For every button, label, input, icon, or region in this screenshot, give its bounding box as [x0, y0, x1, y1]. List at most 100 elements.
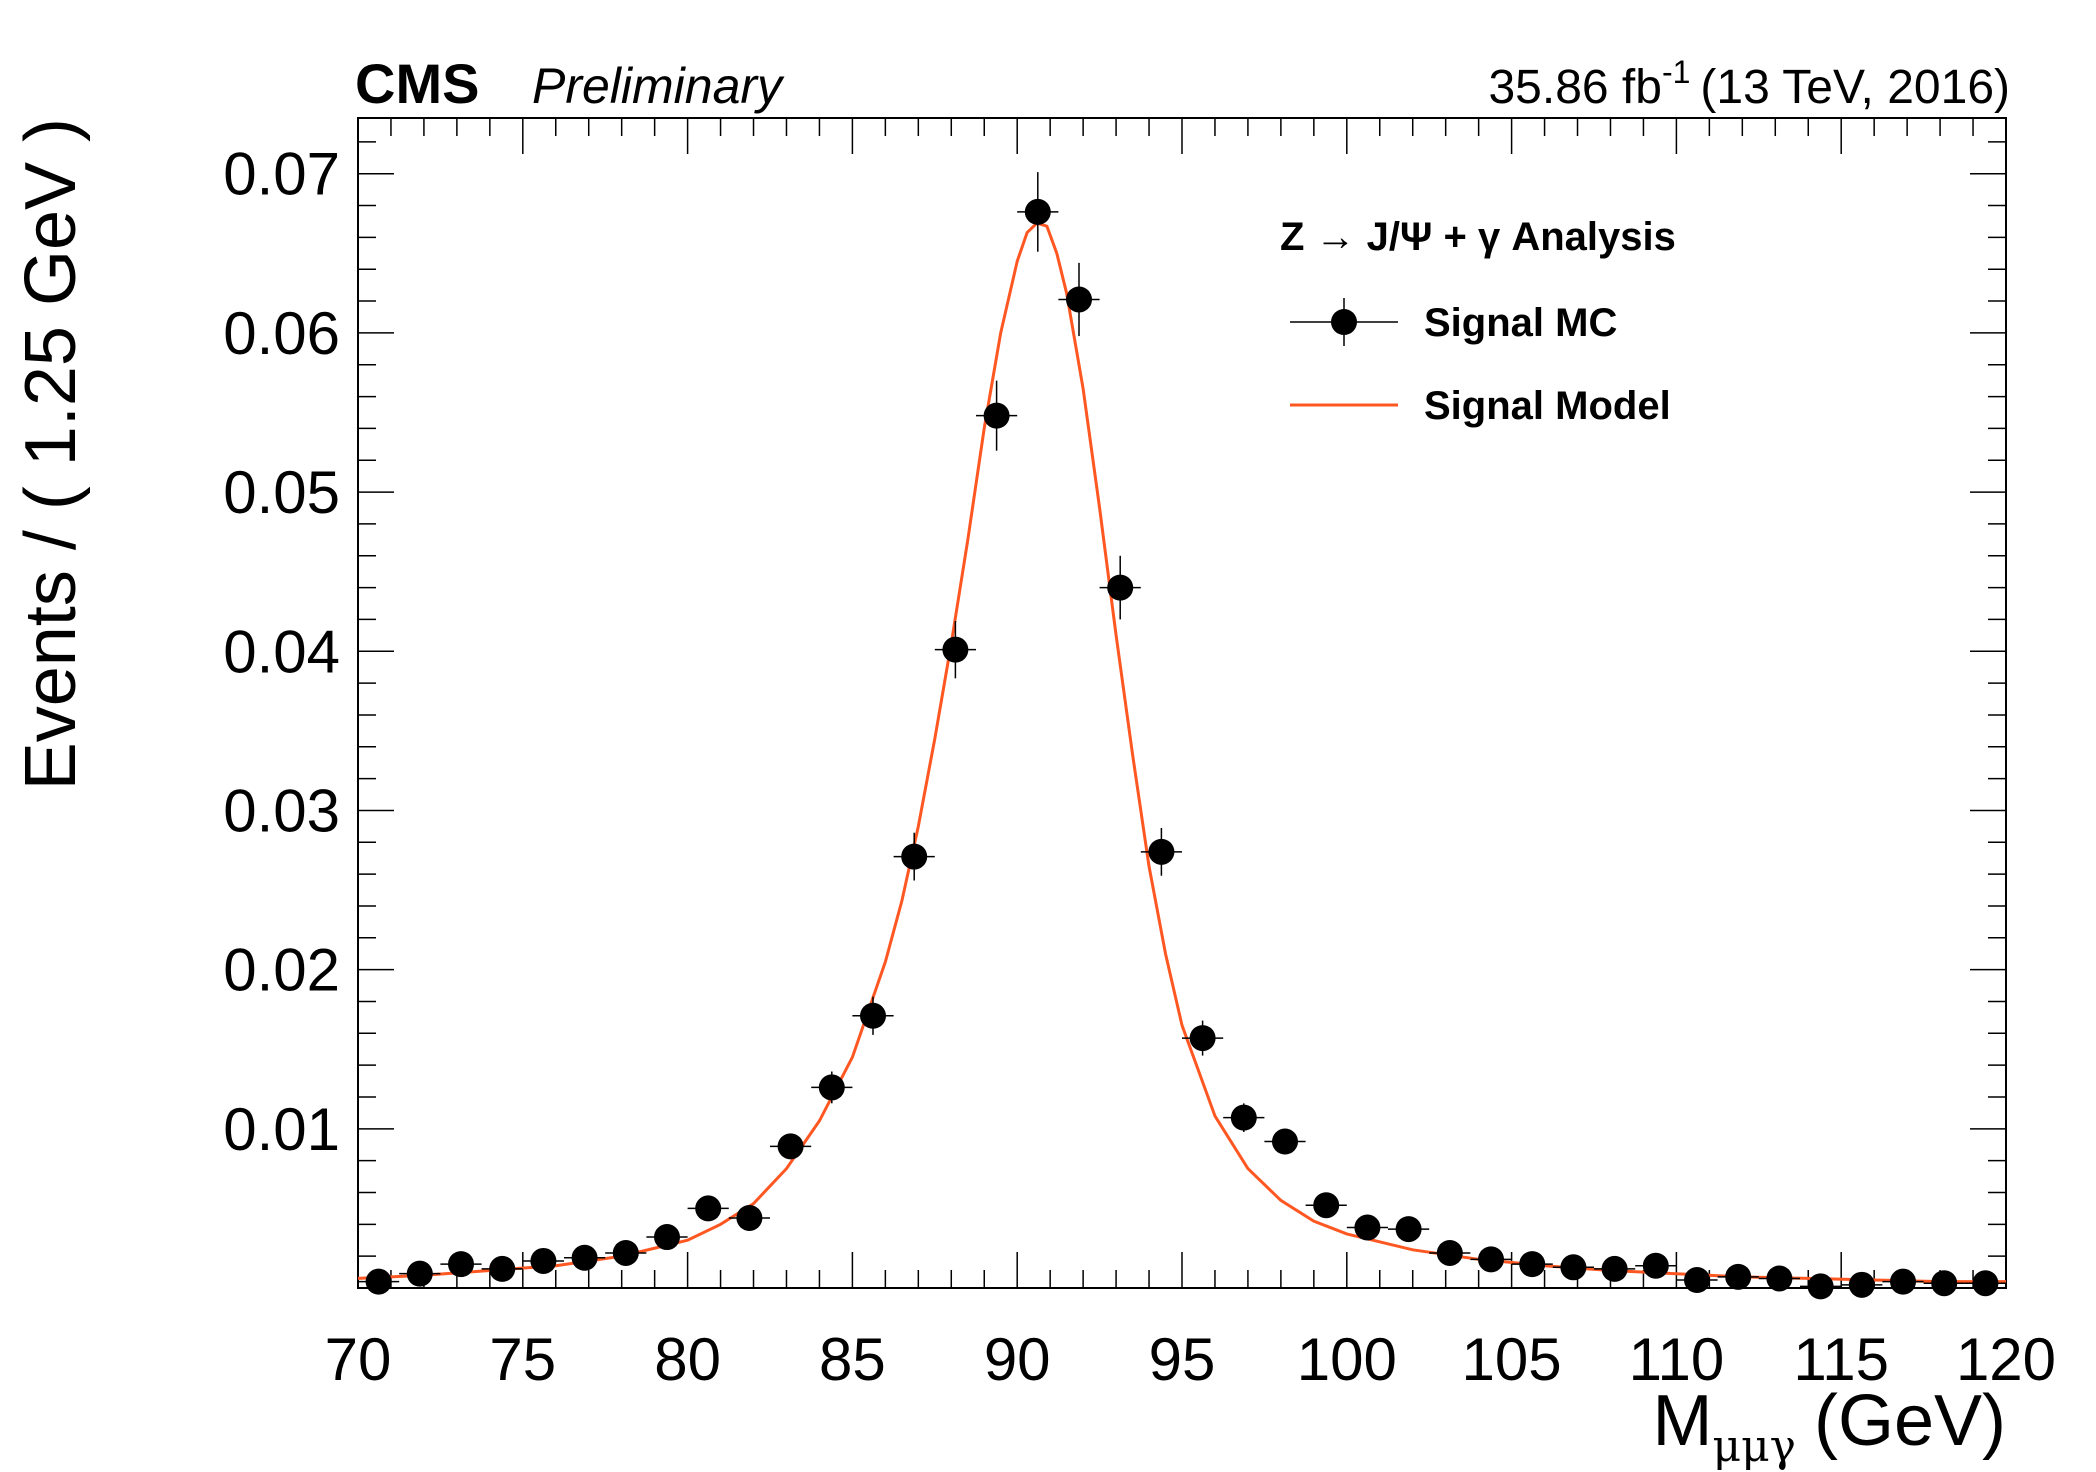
data-marker [1560, 1254, 1587, 1281]
signal-mc-point [481, 1255, 523, 1282]
data-marker [983, 402, 1010, 429]
data-marker [1642, 1252, 1669, 1279]
signal-mc-point [728, 1204, 770, 1231]
signal-mc-point [770, 1133, 812, 1160]
x-axis-title-main: M [1652, 1381, 1712, 1461]
signal-mc-point [399, 1260, 441, 1287]
y-tick-label: 0.02 [223, 937, 340, 1004]
data-marker [1024, 198, 1051, 225]
data-marker [1354, 1214, 1381, 1241]
experiment-label: CMS [355, 52, 479, 115]
x-tick-label: 90 [984, 1326, 1051, 1393]
x-tick-label: 100 [1297, 1326, 1397, 1393]
signal-mc-point [811, 1071, 853, 1104]
data-marker [1519, 1251, 1546, 1278]
data-marker [1436, 1239, 1463, 1266]
data-marker [530, 1247, 557, 1274]
signal-mc-layer [358, 172, 2006, 1300]
data-marker [365, 1268, 392, 1295]
data-marker [654, 1224, 680, 1251]
data-marker [1848, 1271, 1875, 1298]
legend: Z → J/Ψ + γ Analysis Signal MC Signal Mo… [1280, 215, 1676, 428]
signal-mc-point [976, 380, 1018, 451]
data-marker [1931, 1270, 1958, 1297]
signal-mc-point [1099, 555, 1141, 620]
data-marker [1107, 574, 1134, 601]
signal-mc-point [1182, 1020, 1224, 1056]
signal-mc-point [522, 1247, 564, 1274]
data-marker [489, 1255, 516, 1282]
y-axis-title: Events / ( 1.25 GeV ) [11, 118, 91, 790]
signal-mc-point [1017, 172, 1059, 252]
data-marker [695, 1195, 722, 1222]
data-marker [818, 1074, 845, 1101]
lumi-value: 35.86 fb [1488, 61, 1661, 114]
x-axis-title-unit: (GeV) [1814, 1381, 2006, 1461]
signal-mc-point [1552, 1254, 1594, 1281]
signal-mc-point [1305, 1192, 1347, 1219]
signal-mc-point [893, 832, 935, 881]
signal-mc-point [1841, 1271, 1883, 1298]
data-marker [1725, 1263, 1752, 1290]
legend-entry-mc: Signal MC [1424, 301, 1617, 345]
legend-title: Z → J/Ψ + γ Analysis [1280, 215, 1676, 259]
signal-mc-point [1717, 1263, 1759, 1290]
data-marker [612, 1239, 639, 1266]
y-tick-label: 0.01 [223, 1096, 340, 1163]
data-marker [1230, 1104, 1257, 1131]
x-tick-label: 85 [819, 1326, 886, 1393]
x-tick-label: 75 [489, 1326, 556, 1393]
data-marker [1972, 1270, 1999, 1297]
data-marker [448, 1251, 474, 1278]
lumi-exponent: -1 [1662, 54, 1690, 90]
signal-mc-point [1923, 1270, 1965, 1297]
y-tick-label: 0.05 [223, 459, 340, 526]
data-marker [1148, 838, 1175, 865]
data-marker [1684, 1267, 1710, 1294]
status-label: Preliminary [532, 58, 785, 114]
x-tick-label: 70 [325, 1326, 392, 1393]
signal-mc-point [1470, 1246, 1512, 1273]
signal-mc-point [934, 621, 976, 679]
signal-mc-point [687, 1195, 729, 1222]
data-marker [1066, 286, 1092, 313]
signal-mc-point [1635, 1252, 1677, 1279]
data-marker [736, 1204, 763, 1231]
signal-mc-point [1676, 1267, 1718, 1294]
x-tick-label: 95 [1149, 1326, 1216, 1393]
lumi-label: 35.86 fb-1 (13 TeV, 2016) [1488, 54, 2010, 114]
data-marker [901, 843, 928, 870]
signal-mc-point [1594, 1255, 1636, 1282]
signal-mc-point [646, 1224, 688, 1251]
data-marker [860, 1002, 886, 1029]
data-marker [942, 636, 969, 663]
data-marker [1601, 1255, 1628, 1282]
plot-frame [357, 117, 2007, 1289]
signal-mc-point [1140, 827, 1182, 876]
signal-mc-point [440, 1251, 482, 1278]
signal-mc-point [358, 1268, 400, 1295]
axis-tick-labels: 70 75 80 85 90 95 100 105 110 115 120 0.01 0.02 0.03 0… [223, 141, 2056, 1393]
signal-mc-point [1511, 1251, 1553, 1278]
signal-mc-point [1388, 1216, 1430, 1243]
signal-mc-point [605, 1239, 647, 1266]
legend-mc-marker [1331, 309, 1357, 335]
signal-mc-point [852, 996, 894, 1035]
data-marker [1890, 1268, 1916, 1295]
data-marker [1272, 1128, 1298, 1155]
signal-mc-point [1058, 262, 1100, 337]
signal-mc-point [1882, 1268, 1924, 1295]
y-tick-label: 0.04 [223, 618, 340, 685]
axis-ticks [357, 118, 2007, 1288]
x-tick-label: 110 [1629, 1326, 1725, 1393]
data-marker [1395, 1216, 1422, 1243]
x-axis-title: Mμμγ (GeV) [1652, 1381, 2006, 1472]
data-marker [1766, 1265, 1793, 1292]
data-marker [1478, 1246, 1504, 1273]
signal-model-curve [357, 221, 2006, 1284]
x-tick-label: 120 [1956, 1326, 2056, 1393]
signal-mc-point [1264, 1128, 1306, 1155]
signal-mc-point [1223, 1103, 1265, 1132]
signal-mc-point [1758, 1265, 1800, 1292]
